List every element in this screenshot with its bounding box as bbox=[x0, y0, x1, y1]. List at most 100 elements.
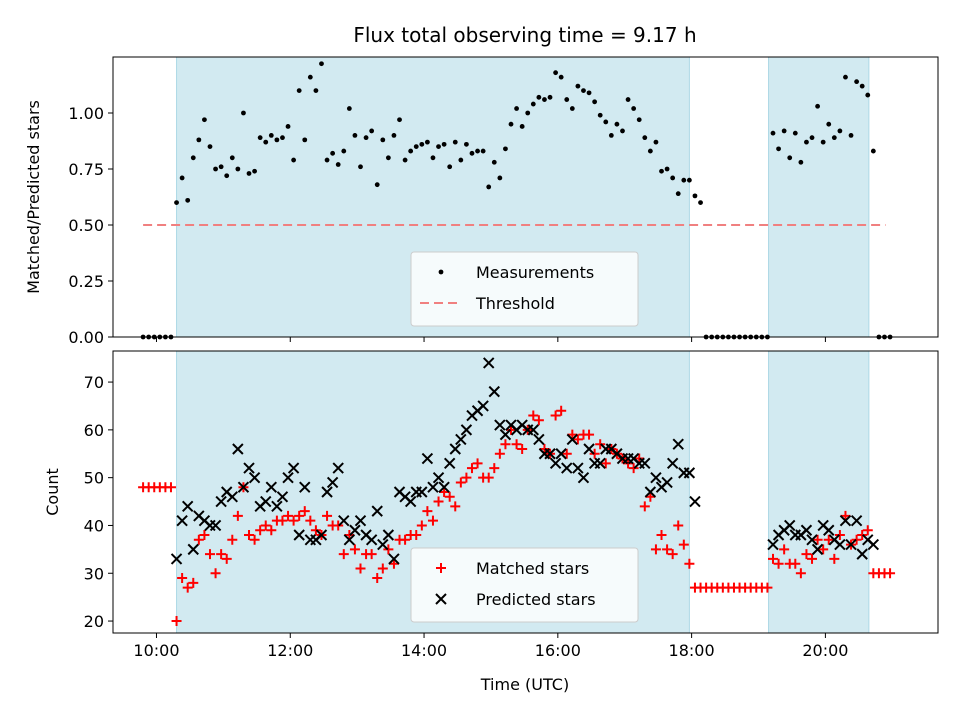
measurement-point bbox=[297, 88, 302, 93]
y-tick-label: 0.00 bbox=[68, 328, 104, 347]
measurement-point bbox=[826, 122, 831, 127]
measurement-point bbox=[798, 160, 803, 165]
measurement-point bbox=[258, 135, 263, 140]
measurement-point bbox=[174, 200, 179, 205]
measurement-point bbox=[849, 133, 854, 138]
measurement-point bbox=[598, 113, 603, 118]
y-tick-label: 30 bbox=[84, 564, 104, 583]
measurement-point bbox=[575, 84, 580, 89]
measurement-point bbox=[252, 169, 257, 174]
measurement-point bbox=[291, 158, 296, 163]
measurement-point bbox=[336, 162, 341, 167]
measurement-point bbox=[475, 149, 480, 154]
measurement-point bbox=[626, 97, 631, 102]
measurement-point bbox=[397, 117, 402, 122]
measurement-point bbox=[330, 151, 335, 156]
measurement-point bbox=[782, 129, 787, 134]
measurement-point bbox=[871, 149, 876, 154]
measurement-point bbox=[202, 117, 207, 122]
measurement-point bbox=[447, 164, 452, 169]
measurement-point bbox=[503, 146, 508, 151]
legend-label-threshold: Threshold bbox=[475, 294, 555, 313]
y-tick-label: 1.00 bbox=[68, 104, 104, 123]
measurement-point bbox=[821, 140, 826, 145]
measurement-point bbox=[408, 149, 413, 154]
measurement-point bbox=[375, 182, 380, 187]
measurement-point bbox=[263, 140, 268, 145]
measurement-point bbox=[380, 137, 385, 142]
x-tick-label: 18:00 bbox=[669, 641, 715, 660]
y-tick-label: 50 bbox=[84, 469, 104, 488]
measurement-point bbox=[358, 164, 363, 169]
bottom-legend: Matched starsPredicted stars bbox=[411, 548, 638, 622]
measurement-point bbox=[470, 151, 475, 156]
measurement-point bbox=[681, 178, 686, 183]
x-tick-label: 14:00 bbox=[401, 641, 447, 660]
measurement-point bbox=[525, 111, 530, 116]
measurement-point bbox=[325, 158, 330, 163]
measurement-point bbox=[369, 129, 374, 134]
y-tick-label: 0.50 bbox=[68, 216, 104, 235]
measurement-point bbox=[810, 135, 815, 140]
measurement-point bbox=[196, 137, 201, 142]
measurement-point bbox=[509, 122, 514, 127]
measurement-point bbox=[609, 133, 614, 138]
measurement-point bbox=[213, 167, 218, 172]
measurement-point bbox=[559, 75, 564, 80]
measurement-point bbox=[514, 106, 519, 111]
measurement-point bbox=[648, 149, 653, 154]
measurement-point bbox=[615, 122, 620, 127]
measurement-point bbox=[542, 97, 547, 102]
measurement-point bbox=[286, 124, 291, 129]
measurement-point bbox=[687, 178, 692, 183]
measurement-point bbox=[497, 176, 502, 181]
measurement-point bbox=[269, 133, 274, 138]
measurement-point bbox=[854, 79, 859, 84]
measurement-point bbox=[219, 164, 224, 169]
measurement-point bbox=[676, 191, 681, 196]
measurement-point bbox=[637, 117, 642, 122]
measurement-point bbox=[191, 155, 196, 160]
measurement-point bbox=[486, 185, 491, 190]
y-tick-label: 20 bbox=[84, 612, 104, 631]
measurement-point bbox=[837, 129, 842, 134]
measurement-point bbox=[642, 135, 647, 140]
x-tick-label: 20:00 bbox=[802, 641, 848, 660]
measurement-point bbox=[341, 149, 346, 154]
measurement-point bbox=[436, 144, 441, 149]
legend-label-matched-stars: Matched stars bbox=[476, 559, 589, 578]
measurement-point bbox=[353, 133, 358, 138]
measurement-point bbox=[581, 88, 586, 93]
y-tick-label: 70 bbox=[84, 373, 104, 392]
measurement-point bbox=[319, 61, 324, 66]
measurement-point bbox=[464, 142, 469, 147]
observing-interval-1 bbox=[769, 351, 869, 633]
measurement-point bbox=[832, 135, 837, 140]
measurement-point bbox=[302, 137, 307, 142]
measurement-point bbox=[453, 140, 458, 145]
measurement-point bbox=[698, 200, 703, 205]
top-y-axis-label: Matched/Predicted stars bbox=[24, 100, 43, 294]
measurement-point bbox=[458, 158, 463, 163]
measurement-point bbox=[587, 90, 592, 95]
measurement-point bbox=[564, 97, 569, 102]
measurement-point bbox=[442, 142, 447, 147]
measurement-point bbox=[414, 144, 419, 149]
measurement-point bbox=[208, 144, 213, 149]
measurement-point bbox=[347, 106, 352, 111]
measurement-point bbox=[364, 135, 369, 140]
measurement-point bbox=[787, 155, 792, 160]
measurement-point bbox=[425, 140, 430, 145]
measurement-point bbox=[403, 158, 408, 163]
measurement-point bbox=[274, 137, 279, 142]
measurement-point bbox=[570, 106, 575, 111]
measurement-point bbox=[386, 155, 391, 160]
bottom-x-axis-label: Time (UTC) bbox=[480, 675, 569, 694]
y-tick-label: 0.25 bbox=[68, 272, 104, 291]
measurement-point bbox=[247, 171, 252, 176]
measurement-point bbox=[235, 167, 240, 172]
measurement-point bbox=[654, 140, 659, 145]
measurement-point bbox=[230, 155, 235, 160]
measurement-point bbox=[693, 193, 698, 198]
top-legend: MeasurementsThreshold bbox=[411, 252, 638, 326]
